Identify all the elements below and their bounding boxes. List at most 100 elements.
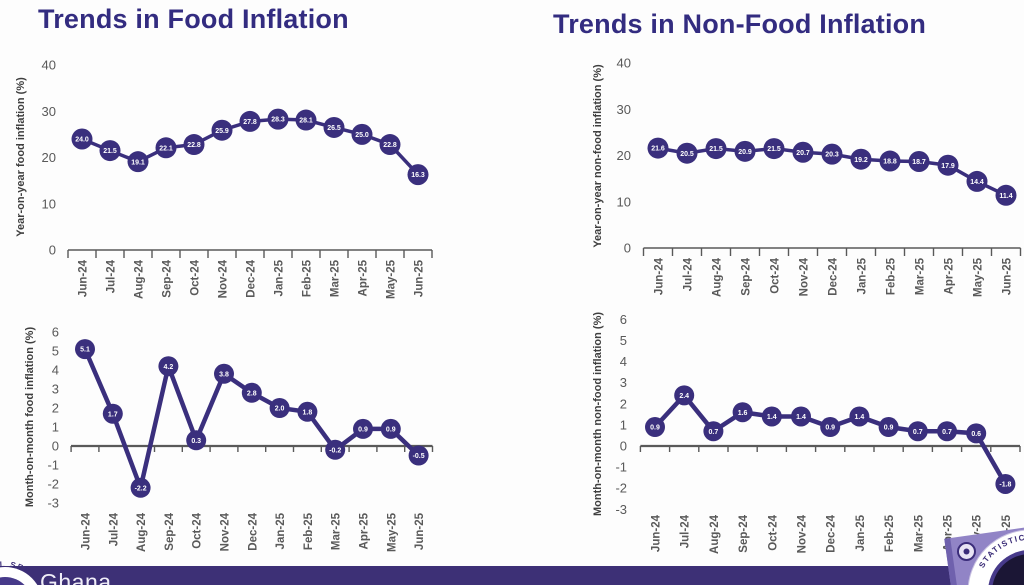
data-point-marker bbox=[703, 421, 724, 442]
data-point-label: -0.2 bbox=[329, 447, 341, 454]
x-category-label: Oct-24 bbox=[770, 257, 782, 293]
data-point-marker bbox=[966, 423, 987, 444]
y-tick-label: 3 bbox=[620, 375, 627, 390]
data-point-marker bbox=[995, 184, 1017, 206]
x-category-label: Aug-24 bbox=[134, 259, 146, 299]
data-point-label: 28.1 bbox=[299, 118, 313, 125]
data-point-marker bbox=[71, 128, 93, 150]
y-tick-label: 0 bbox=[49, 243, 56, 258]
data-point-marker bbox=[130, 477, 151, 498]
data-point-label: 19.2 bbox=[854, 157, 868, 164]
data-point-marker bbox=[158, 356, 179, 377]
data-point-marker bbox=[186, 430, 207, 451]
y-tick-label: 1 bbox=[620, 417, 627, 432]
data-point-label: 1.7 bbox=[108, 411, 118, 418]
x-category-label: Jul-24 bbox=[108, 512, 120, 546]
y-tick-label: 10 bbox=[617, 194, 631, 209]
data-point-marker bbox=[821, 143, 843, 165]
data-point-label: 0.7 bbox=[709, 429, 719, 436]
data-point-label: 21.5 bbox=[103, 148, 117, 155]
x-category-label: Sep-24 bbox=[162, 259, 174, 297]
y-axis-title: Month-on-month food inflation (%) bbox=[24, 327, 36, 508]
x-category-label: Oct-24 bbox=[192, 512, 204, 548]
data-point-marker bbox=[966, 170, 988, 192]
y-tick-label: -2 bbox=[47, 477, 59, 492]
x-category-label: Nov-24 bbox=[220, 512, 232, 551]
data-point-marker bbox=[99, 140, 121, 162]
y-tick-label: 20 bbox=[42, 150, 56, 165]
data-point-label: 25.9 bbox=[215, 128, 229, 135]
y-tick-label: 0 bbox=[620, 439, 627, 454]
y-tick-label: 30 bbox=[617, 102, 631, 117]
data-point-label: 4.2 bbox=[164, 364, 174, 371]
y-tick-label: 40 bbox=[42, 58, 56, 73]
y-tick-label: 6 bbox=[52, 325, 59, 340]
data-point-label: 20.5 bbox=[680, 151, 694, 158]
data-point-label: 22.1 bbox=[159, 145, 173, 152]
x-category-label: Jan-25 bbox=[857, 257, 869, 294]
data-point-label: 27.8 bbox=[243, 119, 257, 126]
x-category-label: Feb-25 bbox=[303, 512, 315, 550]
data-point-label: -0.5 bbox=[413, 453, 425, 460]
data-point-marker bbox=[75, 339, 95, 360]
data-point-marker bbox=[849, 406, 870, 427]
data-point-label: 2.0 bbox=[275, 406, 285, 413]
x-category-label: Jun-25 bbox=[1001, 514, 1013, 552]
data-point-marker bbox=[353, 418, 373, 439]
food-inflation-title: Trends in Food Inflation bbox=[38, 4, 349, 34]
data-point-label: 18.7 bbox=[912, 159, 926, 166]
data-point-label: -1.8 bbox=[999, 482, 1011, 489]
chart-mom-food: -3 -2 -1 0 1 2 3 4 5 6 Month-on-month food inflati… bbox=[24, 325, 434, 552]
data-point-marker bbox=[907, 421, 928, 442]
y-tick-label: 1 bbox=[52, 420, 59, 435]
chart-yoy-nonfood: 0 10 20 30 40 Year-on-year non-food inflation… bbox=[592, 56, 1022, 297]
data-point-marker bbox=[269, 398, 290, 418]
data-point-marker bbox=[325, 439, 346, 460]
data-point-label: 20.7 bbox=[796, 150, 810, 157]
data-point-label: 1.6 bbox=[738, 410, 748, 417]
data-point-label: 1.4 bbox=[855, 414, 865, 421]
data-point-label: 1.4 bbox=[767, 414, 777, 421]
data-point-label: 25.0 bbox=[355, 132, 369, 139]
data-point-marker bbox=[761, 406, 782, 427]
x-category-label: Mar-25 bbox=[330, 259, 342, 297]
data-point-label: 0.7 bbox=[942, 429, 952, 436]
data-point-marker bbox=[323, 116, 345, 138]
data-point-marker bbox=[705, 138, 727, 160]
x-category-label: Apr-25 bbox=[359, 512, 371, 549]
data-point-marker bbox=[407, 164, 429, 186]
x-category-label: Apr-25 bbox=[358, 259, 370, 296]
data-point-marker bbox=[879, 150, 901, 172]
y-tick-label: 10 bbox=[42, 196, 56, 211]
x-category-label: Nov-24 bbox=[218, 259, 230, 298]
data-point-label: -2.2 bbox=[135, 485, 147, 492]
data-point-marker bbox=[674, 385, 695, 406]
x-category-label: May-25 bbox=[972, 514, 984, 554]
x-category-label: May-25 bbox=[973, 257, 985, 297]
data-point-label: 0.9 bbox=[825, 425, 835, 432]
y-tick-label: -3 bbox=[615, 502, 627, 517]
x-category-label: Dec-24 bbox=[246, 259, 258, 297]
footer-brand-text: Ghana bbox=[40, 569, 112, 585]
x-category-label: Jun-25 bbox=[414, 259, 426, 297]
x-category-label: Jun-24 bbox=[651, 514, 663, 552]
x-category-label: Jun-25 bbox=[1002, 257, 1014, 295]
data-point-label: 0.9 bbox=[358, 427, 368, 434]
x-category-label: Aug-24 bbox=[712, 257, 724, 297]
data-point-marker bbox=[647, 137, 669, 159]
x-category-label: May-25 bbox=[386, 512, 398, 552]
data-point-marker bbox=[239, 110, 261, 132]
data-point-label: 22.8 bbox=[383, 142, 397, 149]
x-category-label: Dec-24 bbox=[828, 257, 840, 295]
data-point-label: 1.8 bbox=[303, 409, 313, 416]
data-point-marker bbox=[937, 421, 957, 442]
data-point-label: 2.4 bbox=[679, 393, 689, 400]
data-point-marker bbox=[878, 417, 899, 438]
x-category-label: Jan-25 bbox=[274, 259, 286, 296]
data-point-label: 0.6 bbox=[971, 431, 981, 438]
y-tick-label: 2 bbox=[52, 401, 59, 416]
data-point-marker bbox=[408, 445, 429, 466]
data-point-marker bbox=[791, 406, 811, 427]
x-category-label: Jun-24 bbox=[81, 512, 93, 550]
